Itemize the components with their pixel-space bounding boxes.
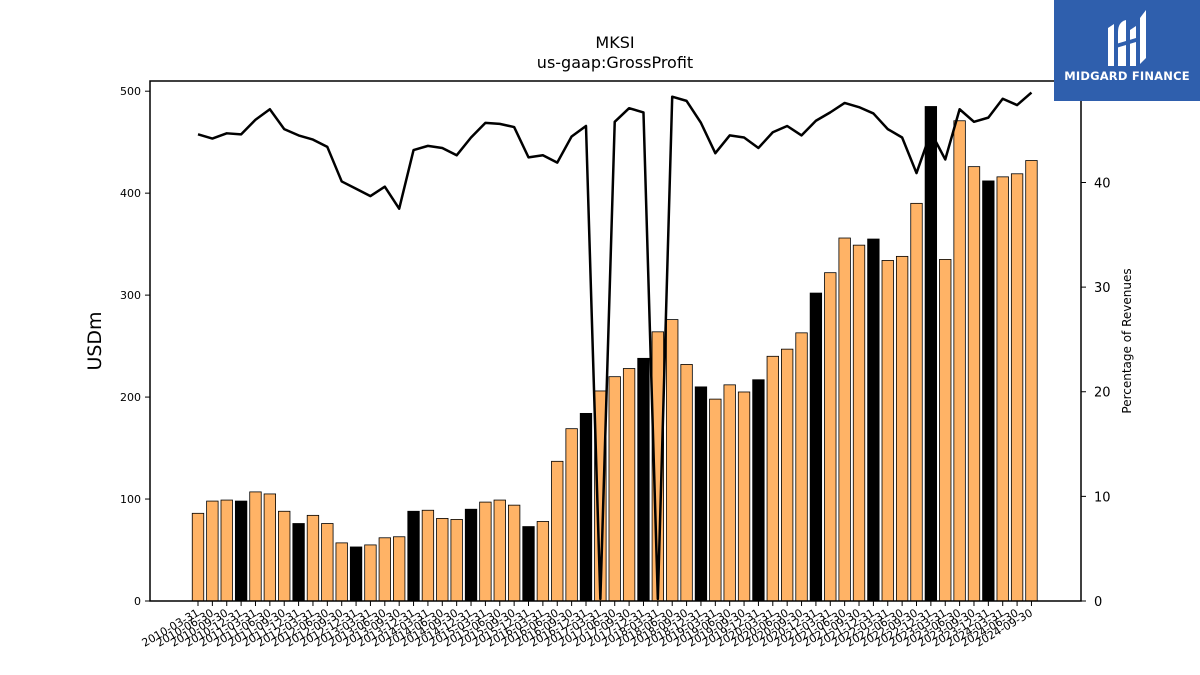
- y2-tick-label: 10: [1094, 490, 1111, 505]
- bar: [737, 391, 751, 602]
- bar: [939, 259, 952, 602]
- bar: [407, 510, 420, 602]
- bar: [622, 368, 636, 602]
- bar: [450, 519, 463, 602]
- bar: [349, 546, 363, 602]
- bar: [680, 364, 693, 602]
- bar: [809, 292, 823, 602]
- bar: [824, 272, 837, 602]
- bar: [565, 428, 578, 602]
- bar: [536, 521, 550, 602]
- bar: [924, 106, 938, 602]
- bar-series: [191, 106, 1038, 602]
- y2-tick-label: 0: [1094, 595, 1102, 610]
- bar: [1025, 160, 1038, 602]
- y-tick-label: 300: [120, 289, 141, 302]
- bar: [723, 384, 736, 602]
- y-axis-label: USDm: [84, 311, 106, 370]
- bar: [364, 544, 377, 602]
- bar: [1010, 173, 1024, 602]
- bar: [982, 180, 995, 602]
- y-tick-label: 500: [120, 85, 141, 98]
- bar: [867, 238, 880, 602]
- bar: [378, 537, 391, 602]
- y-tick-label: 0: [134, 595, 141, 608]
- y2-axis-label: Percentage of Revenues: [1120, 268, 1134, 413]
- bar: [608, 376, 621, 602]
- bar: [278, 510, 291, 602]
- bar: [263, 493, 277, 602]
- bar: [507, 504, 521, 602]
- bar: [795, 332, 808, 602]
- bar: [234, 500, 248, 602]
- line-series: [197, 91, 1033, 601]
- bar: [709, 398, 722, 602]
- bar: [579, 412, 593, 602]
- bar: [694, 386, 708, 602]
- bar: [220, 499, 233, 602]
- bar: [910, 202, 923, 602]
- midgard-logo-icon: [1108, 10, 1146, 66]
- bar: [766, 355, 779, 602]
- brand-logo: MIDGARD FINANCE: [1054, 0, 1200, 101]
- bar: [895, 255, 909, 602]
- percentage-line: [197, 91, 1033, 601]
- bar: [393, 536, 406, 602]
- bar: [464, 508, 478, 602]
- bar: [953, 120, 966, 602]
- bar: [292, 523, 305, 602]
- bar: [335, 542, 348, 602]
- y-tick-label: 100: [120, 493, 141, 506]
- bar: [666, 319, 679, 602]
- axes: [145, 80, 1086, 606]
- y2-tick-label: 20: [1094, 386, 1111, 401]
- y2-tick-label: 40: [1094, 176, 1111, 191]
- y2-tick-label: 30: [1094, 281, 1111, 296]
- bar: [852, 244, 866, 602]
- bar: [206, 500, 219, 602]
- bar: [967, 166, 981, 602]
- bar: [522, 526, 535, 602]
- bar: [781, 348, 794, 602]
- bar: [752, 379, 765, 602]
- bar: [306, 514, 320, 602]
- bar: [838, 237, 851, 602]
- bar: [996, 176, 1009, 602]
- y-tick-label: 200: [120, 391, 141, 404]
- bar: [493, 499, 506, 602]
- bar: [421, 509, 435, 602]
- chart-title: MKSI: [595, 33, 634, 52]
- bar: [479, 501, 492, 602]
- bar: [249, 491, 262, 602]
- y-tick-label: 400: [120, 187, 141, 200]
- bar: [436, 518, 449, 602]
- brand-name: MIDGARD FINANCE: [1064, 69, 1190, 83]
- bar: [637, 357, 650, 602]
- chart-subtitle: us-gaap:GrossProfit: [537, 53, 693, 72]
- bar: [551, 460, 564, 602]
- bar: [881, 260, 894, 602]
- tick-labels: 01002003004005000102030402010-03-312010-…: [120, 85, 1111, 649]
- bar: [191, 512, 205, 602]
- plot-frame: [149, 80, 1082, 602]
- bar: [321, 523, 334, 602]
